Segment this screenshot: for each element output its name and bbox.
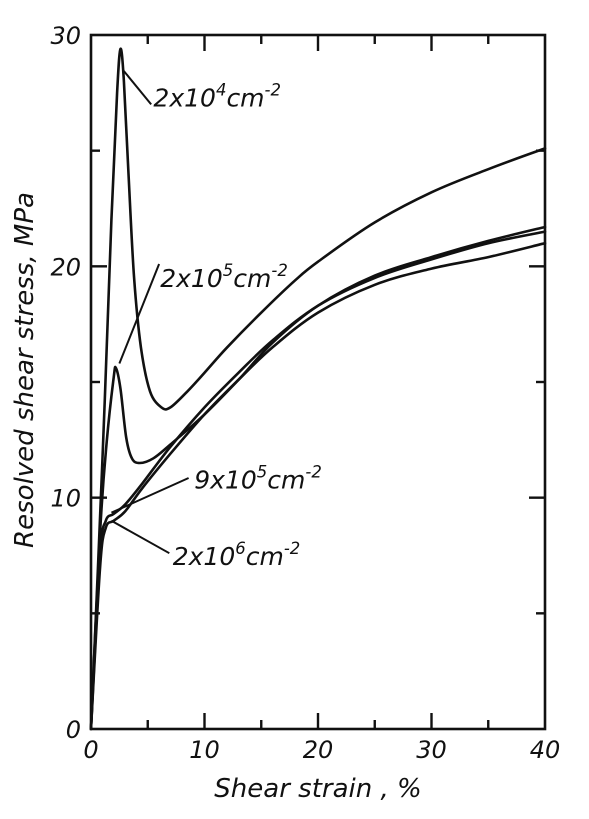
y-axis-title: Resolved shear stress, MPa: [10, 192, 40, 548]
x-tick-label: 30: [416, 736, 447, 764]
y-tick-label: 20: [50, 253, 81, 281]
x-tick-label: 40: [530, 736, 561, 764]
y-tick-label: 10: [50, 485, 81, 513]
series-label-4: 2x106cm-2: [173, 539, 301, 571]
y-tick-label: 0: [66, 716, 81, 744]
x-tick-label: 20: [303, 736, 334, 764]
series-line-3: [89, 230, 547, 731]
x-tick-label: 10: [189, 736, 220, 764]
axes: 0 10 20 30 40 0 10 20 30: [50, 22, 560, 764]
x-tick-label: 0: [83, 736, 98, 764]
annotation-leader-1: [122, 69, 152, 106]
series-line-1: [89, 47, 547, 731]
annotations: 2x104cm-2 2x105cm-2 9x105cm-2 2x106cm-2: [110, 69, 322, 571]
x-axis-title: Shear strain , %: [214, 774, 421, 804]
plot-frame: [89, 33, 547, 731]
annotation-leader-2: [118, 263, 161, 364]
series-line-2: [89, 225, 547, 731]
series-label-2: 2x105cm-2: [160, 261, 288, 293]
series-label-1: 2x104cm-2: [153, 81, 281, 113]
y-tick-label: 30: [50, 22, 81, 50]
series-label-3: 9x105cm-2: [194, 462, 322, 494]
annotation-leader-4: [110, 519, 170, 555]
annotation-leader-3: [111, 477, 190, 514]
series-line-4: [89, 241, 547, 731]
curves: [89, 47, 547, 731]
